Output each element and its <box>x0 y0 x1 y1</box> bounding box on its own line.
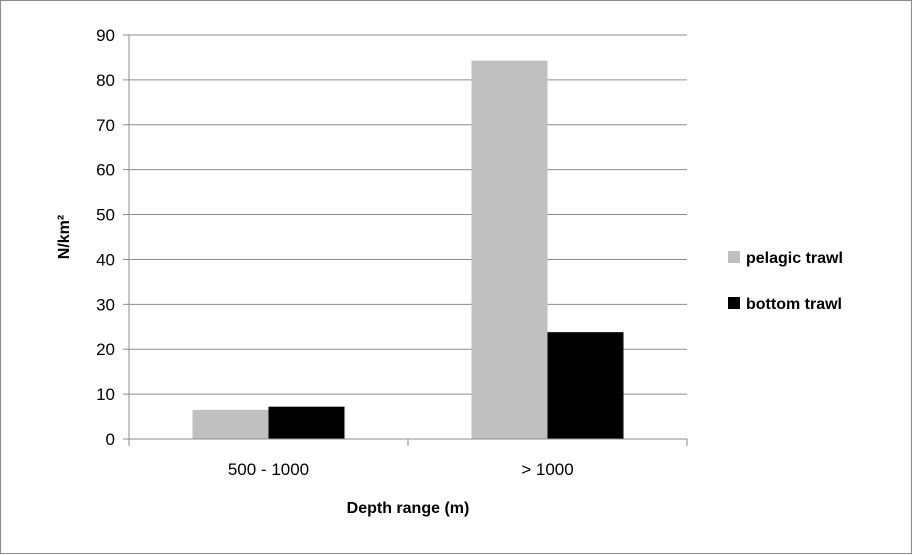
legend: pelagic trawl bottom trawl <box>728 250 843 313</box>
legend-swatch-bottom-trawl <box>728 297 740 309</box>
y-tick-label: 50 <box>96 206 115 225</box>
y-tick-label: 20 <box>96 340 115 359</box>
bar-pelagic-trawl-1 <box>471 60 548 439</box>
y-tick-label: 60 <box>96 161 115 180</box>
bars <box>192 60 624 439</box>
bar-pelagic-trawl-0 <box>192 409 269 439</box>
y-tick-label: 70 <box>96 116 115 135</box>
gridlines <box>123 34 688 446</box>
x-tick-label: 500 - 1000 <box>228 460 309 479</box>
legend-swatch-pelagic-trawl <box>728 251 740 263</box>
x-axis-title: Depth range (m) <box>347 500 470 517</box>
y-axis-title: N/km² <box>56 215 73 259</box>
y-tick-label: 30 <box>96 295 115 314</box>
x-tick-labels: 500 - 1000 > 1000 <box>228 460 574 479</box>
y-tick-label: 40 <box>96 250 115 269</box>
y-tick-labels: 0 10 20 30 40 50 60 70 80 90 <box>96 26 115 449</box>
y-tick-label: 0 <box>106 430 115 449</box>
x-tick-label: > 1000 <box>521 460 573 479</box>
y-tick-label: 10 <box>96 385 115 404</box>
legend-label-bottom-trawl: bottom trawl <box>746 296 842 313</box>
bar-bottom-trawl-1 <box>547 332 624 439</box>
y-tick-label: 80 <box>96 71 115 90</box>
bar-bottom-trawl-0 <box>268 406 345 439</box>
legend-label-pelagic-trawl: pelagic trawl <box>746 250 843 267</box>
axes <box>128 35 687 440</box>
y-tick-label: 90 <box>96 26 115 45</box>
